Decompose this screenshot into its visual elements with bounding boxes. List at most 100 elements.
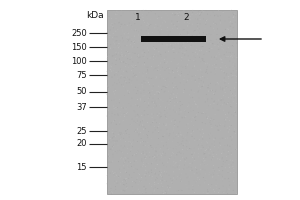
- Point: [195, 139, 200, 142]
- Point: [220, 35, 225, 38]
- Point: [173, 162, 178, 165]
- Point: [153, 128, 158, 132]
- Point: [202, 95, 207, 98]
- Point: [137, 41, 142, 45]
- Point: [159, 39, 164, 42]
- Point: [219, 61, 224, 65]
- Point: [228, 117, 232, 120]
- Point: [106, 109, 111, 112]
- Point: [214, 99, 218, 102]
- Point: [228, 89, 233, 92]
- Point: [219, 68, 224, 72]
- Point: [132, 39, 137, 42]
- Point: [216, 166, 221, 169]
- Point: [222, 38, 227, 41]
- Point: [127, 26, 132, 29]
- Point: [140, 123, 145, 126]
- Point: [171, 108, 176, 112]
- Point: [224, 72, 229, 75]
- Point: [156, 131, 161, 135]
- Point: [204, 116, 209, 119]
- Point: [145, 69, 150, 73]
- Point: [154, 23, 159, 26]
- Point: [135, 55, 140, 58]
- Point: [208, 28, 213, 31]
- Point: [214, 150, 219, 153]
- Point: [151, 106, 156, 109]
- Point: [176, 162, 180, 166]
- Point: [112, 107, 116, 110]
- Point: [215, 27, 220, 31]
- Point: [166, 184, 170, 187]
- Point: [154, 64, 159, 67]
- Point: [222, 88, 227, 92]
- Point: [218, 85, 223, 88]
- Point: [166, 158, 171, 161]
- Point: [205, 103, 210, 106]
- Point: [190, 184, 195, 188]
- Point: [124, 171, 129, 174]
- Point: [178, 173, 182, 176]
- Point: [195, 106, 200, 109]
- Point: [107, 58, 112, 61]
- Point: [110, 170, 115, 173]
- Point: [148, 107, 153, 110]
- Point: [212, 14, 217, 17]
- Point: [190, 17, 195, 20]
- Point: [150, 54, 155, 57]
- Point: [232, 57, 236, 60]
- Point: [223, 95, 228, 98]
- Point: [174, 144, 179, 147]
- Point: [112, 10, 116, 13]
- Point: [202, 149, 207, 152]
- Point: [200, 75, 205, 78]
- Point: [153, 12, 158, 15]
- Point: [185, 105, 190, 108]
- Point: [112, 81, 117, 84]
- Point: [193, 181, 198, 185]
- Point: [184, 123, 189, 126]
- Point: [221, 83, 226, 86]
- Point: [124, 129, 128, 132]
- Point: [154, 121, 159, 124]
- Point: [147, 76, 152, 80]
- Point: [204, 124, 209, 127]
- Point: [209, 56, 214, 59]
- Point: [135, 168, 140, 171]
- Point: [128, 99, 133, 103]
- Point: [180, 52, 185, 55]
- Point: [136, 91, 141, 95]
- Point: [123, 170, 128, 174]
- Point: [140, 81, 144, 85]
- Bar: [106, 10, 237, 194]
- Point: [192, 172, 197, 175]
- Point: [157, 97, 162, 100]
- Point: [134, 128, 138, 132]
- Point: [130, 19, 135, 22]
- Point: [142, 185, 146, 188]
- Point: [146, 17, 150, 20]
- Point: [196, 29, 201, 32]
- Point: [209, 97, 214, 100]
- Point: [185, 131, 190, 134]
- Point: [173, 97, 178, 100]
- Point: [192, 29, 197, 32]
- Point: [197, 80, 202, 83]
- Point: [190, 188, 195, 191]
- Point: [158, 173, 163, 176]
- Point: [214, 66, 219, 69]
- Point: [121, 157, 125, 160]
- Point: [176, 40, 180, 43]
- Point: [138, 98, 143, 101]
- Point: [110, 137, 115, 140]
- Point: [195, 17, 200, 20]
- Point: [146, 46, 150, 50]
- Point: [146, 71, 150, 75]
- Point: [168, 165, 173, 168]
- Point: [193, 159, 197, 162]
- Point: [177, 109, 182, 112]
- Point: [232, 130, 237, 133]
- Point: [110, 25, 115, 28]
- Point: [133, 140, 138, 143]
- Point: [140, 192, 145, 195]
